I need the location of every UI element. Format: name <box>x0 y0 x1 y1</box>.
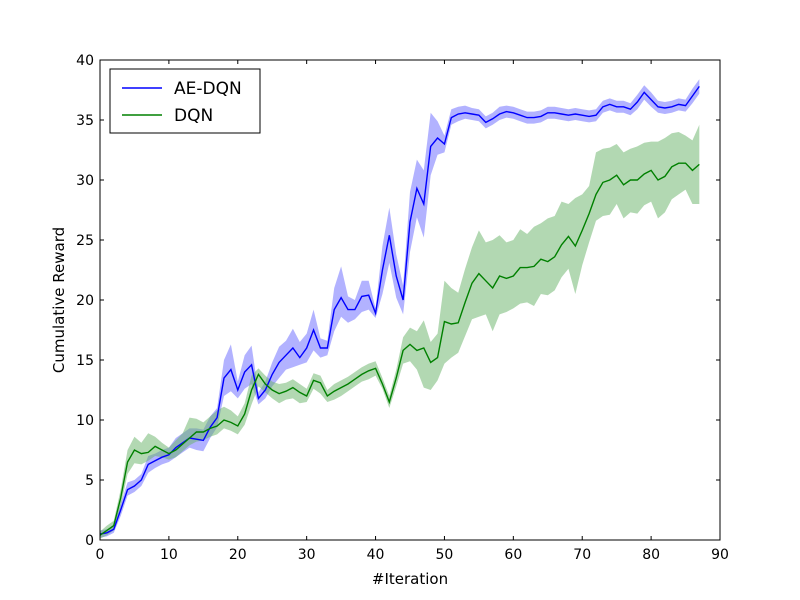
confidence-bands <box>100 79 700 539</box>
y-tick-label: 20 <box>76 293 94 309</box>
y-tick-label: 40 <box>76 53 94 69</box>
y-tick-label: 15 <box>76 353 94 369</box>
axis-tick-labels: 0 10 20 30 40 50 60 70 80 90 0 5 10 15 20 25 30 35 40 <box>76 53 729 563</box>
x-tick-label: 30 <box>298 547 316 563</box>
x-tick-label: 90 <box>711 547 729 563</box>
legend: AE-DQN DQN <box>109 68 261 134</box>
x-tick-label: 40 <box>367 547 385 563</box>
band-dqn <box>100 124 700 539</box>
series-lines <box>99 85 700 536</box>
x-tick-label: 10 <box>160 547 178 563</box>
line-dqn <box>99 162 700 536</box>
legend-label-ae-dqn: AE-DQN <box>174 79 242 99</box>
y-axis-label: Cumulative Reward <box>50 227 68 373</box>
x-axis-label: #Iteration <box>372 570 448 588</box>
x-tick-label: 0 <box>96 547 105 563</box>
x-tick-label: 50 <box>436 547 454 563</box>
x-tick-label: 20 <box>229 547 247 563</box>
line-ae-dqn <box>99 85 700 535</box>
y-tick-label: 0 <box>85 533 94 549</box>
x-tick-label: 80 <box>642 547 660 563</box>
legend-box <box>109 68 261 134</box>
x-tick-label: 70 <box>573 547 591 563</box>
legend-label-dqn: DQN <box>174 106 213 126</box>
y-tick-label: 35 <box>76 113 94 129</box>
y-tick-label: 5 <box>85 473 94 489</box>
y-tick-label: 25 <box>76 233 94 249</box>
x-tick-label: 60 <box>504 547 522 563</box>
axis-ticks <box>99 59 721 541</box>
y-tick-label: 30 <box>76 173 94 189</box>
y-tick-label: 10 <box>76 413 94 429</box>
